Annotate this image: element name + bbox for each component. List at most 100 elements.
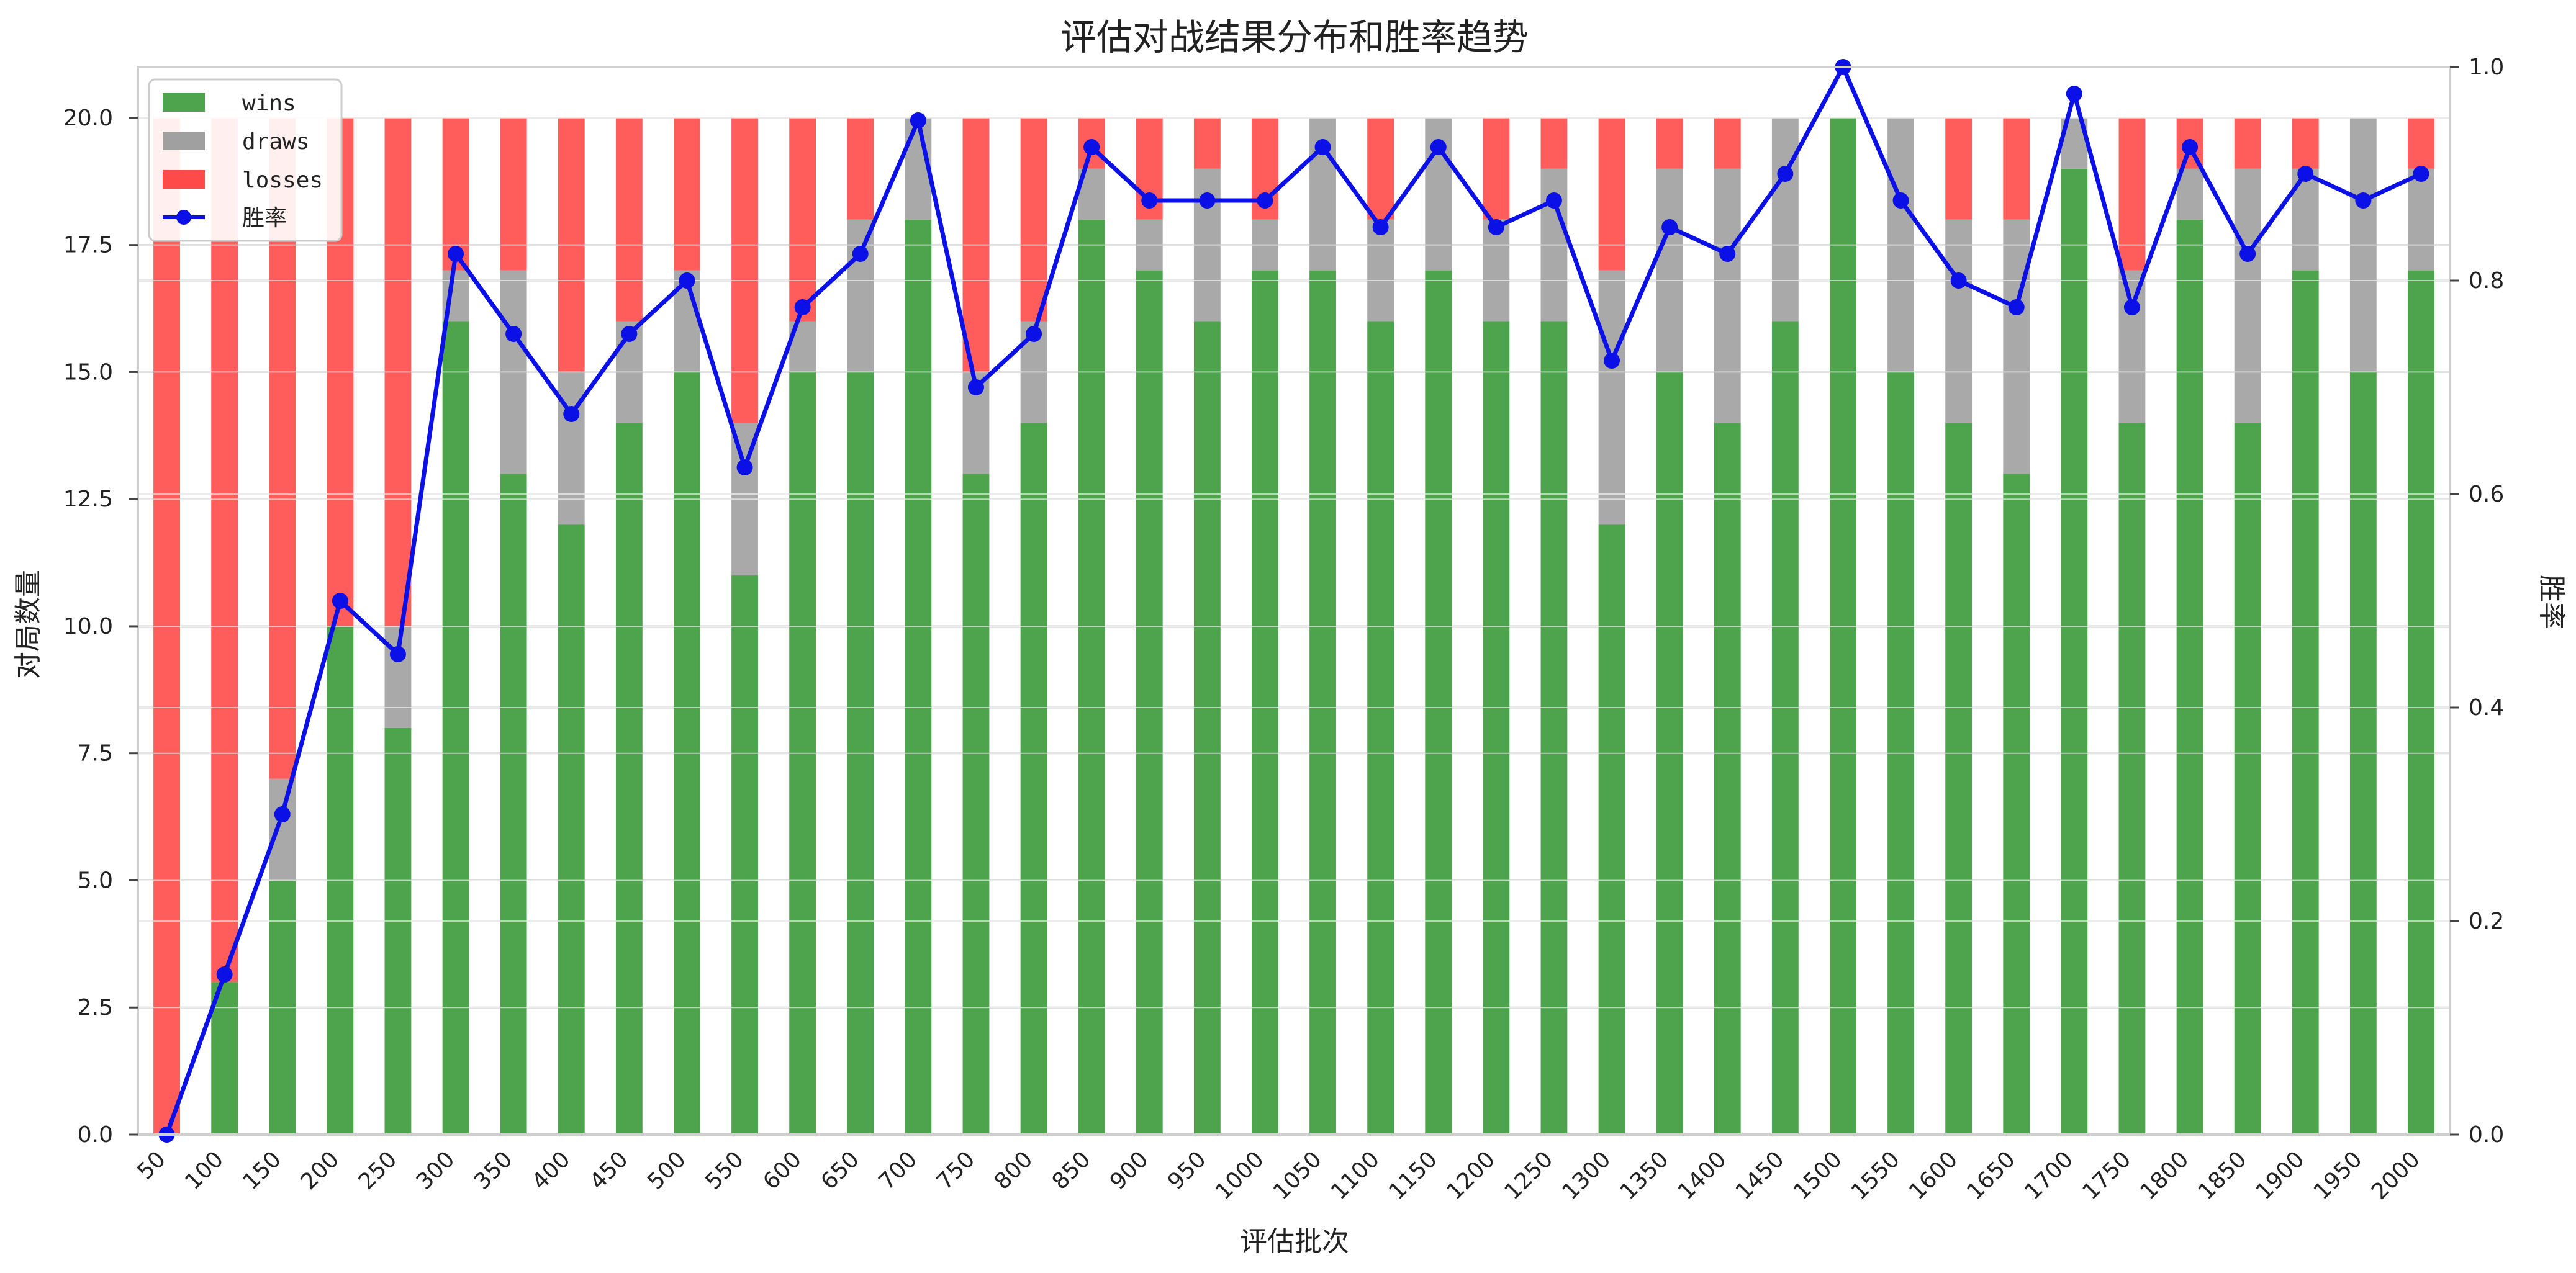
- win-rate-point-1850: [2239, 246, 2256, 262]
- bar-wins-800: [1020, 423, 1047, 1135]
- bar-losses-1100: [1367, 117, 1394, 220]
- win-rate-point-750: [967, 379, 984, 395]
- bar-losses-1350: [1656, 117, 1683, 169]
- bar-wins-400: [558, 524, 585, 1135]
- win-rate-point-500: [679, 272, 695, 289]
- y-tick-right-2: 0.4: [2469, 695, 2504, 721]
- win-rate-point-1750: [2123, 299, 2140, 315]
- bar-wins-1300: [1598, 524, 1625, 1135]
- x-tick-1900: 1900: [2251, 1146, 2310, 1205]
- x-tick-1800: 1800: [2136, 1146, 2194, 1205]
- win-rate-point-1200: [1488, 219, 1504, 235]
- bar-wins-1000: [1252, 270, 1278, 1135]
- bar-losses-350: [500, 117, 527, 271]
- bar-wins-750: [962, 474, 990, 1135]
- win-rate-point-650: [852, 246, 869, 262]
- bar-losses-1400: [1714, 117, 1741, 169]
- x-tick-250: 250: [354, 1146, 402, 1195]
- bar-wins-900: [1136, 270, 1163, 1135]
- y-tick-right-4: 0.8: [2469, 268, 2504, 294]
- win-rate-point-1250: [1545, 192, 1562, 209]
- win-rate-point-850: [1083, 139, 1100, 155]
- bar-losses-1650: [2003, 117, 2030, 220]
- bar-wins-1800: [2176, 219, 2203, 1135]
- legend-label-wins: wins: [242, 91, 296, 116]
- bar-losses-1750: [2118, 117, 2146, 271]
- win-rate-point-100: [216, 966, 233, 983]
- bar-losses-1300: [1598, 117, 1625, 271]
- bar-draws-1750: [2118, 270, 2146, 423]
- win-rate-point-1100: [1372, 219, 1389, 235]
- x-tick-1750: 1750: [2078, 1146, 2136, 1205]
- win-rate-point-1150: [1430, 139, 1447, 155]
- win-rate-point-1550: [1892, 192, 1909, 209]
- win-rate-point-1650: [2008, 299, 2025, 315]
- x-tick-1950: 1950: [2309, 1146, 2367, 1205]
- y-tick-left-8: 20.0: [63, 106, 113, 131]
- y-tick-right-1: 0.2: [2469, 909, 2504, 934]
- x-tick-850: 850: [1047, 1146, 1096, 1195]
- win-rate-point-150: [274, 806, 291, 822]
- y-axis-label-left: 对局数量: [12, 570, 44, 679]
- legend-swatch-draws: [163, 132, 205, 150]
- bar-wins-350: [500, 474, 527, 1135]
- x-tick-1000: 1000: [1211, 1146, 1269, 1205]
- bar-losses-950: [1193, 117, 1221, 169]
- x-tick-2000: 2000: [2367, 1146, 2425, 1205]
- bar-draws-2000: [2408, 168, 2434, 271]
- bar-wins-1600: [1945, 423, 1973, 1135]
- x-tick-350: 350: [469, 1146, 518, 1195]
- bars: [138, 117, 2450, 1135]
- bar-wins-1750: [2118, 423, 2146, 1135]
- win-rate-point-1000: [1257, 192, 1273, 209]
- x-tick-1650: 1650: [1962, 1146, 2020, 1205]
- legend-swatch-losses: [163, 170, 205, 189]
- x-tick-650: 650: [816, 1146, 865, 1195]
- x-tick-500: 500: [643, 1146, 691, 1195]
- win-rate-point-350: [505, 326, 522, 342]
- x-axis-label: 评估批次: [1240, 1226, 1349, 1257]
- bar-losses-1600: [1945, 117, 1973, 220]
- win-rate-point-300: [448, 246, 464, 262]
- bar-losses-1900: [2292, 117, 2319, 169]
- x-tick-1550: 1550: [1846, 1146, 1905, 1205]
- y-tick-left-4: 10.0: [63, 614, 113, 639]
- x-tick-450: 450: [585, 1146, 633, 1195]
- bar-draws-1600: [1945, 219, 1973, 423]
- bar-losses-2000: [2408, 117, 2434, 169]
- bar-wins-850: [1078, 219, 1105, 1135]
- grid-lines: [138, 66, 2450, 1136]
- bar-wins-1200: [1483, 321, 1510, 1135]
- y-tick-left-2: 5.0: [78, 868, 113, 893]
- win-rate-point-1050: [1314, 139, 1331, 155]
- bar-losses-1850: [2234, 117, 2261, 169]
- y-tick-left-5: 12.5: [63, 487, 113, 512]
- x-tick-550: 550: [700, 1146, 749, 1195]
- x-tick-600: 600: [758, 1146, 807, 1195]
- y-tick-right-3: 0.6: [2469, 482, 2504, 507]
- x-tick-900: 900: [1105, 1146, 1154, 1195]
- bar-losses-650: [847, 117, 874, 220]
- x-tick-1350: 1350: [1616, 1146, 1674, 1205]
- bar-wins-1650: [2003, 474, 2030, 1135]
- bar-wins-1850: [2234, 423, 2261, 1135]
- bar-losses-1250: [1540, 117, 1568, 169]
- bar-losses-550: [731, 117, 758, 423]
- win-rate-point-1800: [2182, 139, 2199, 155]
- bar-draws-400: [558, 372, 585, 525]
- bar-losses-600: [789, 117, 816, 322]
- bar-losses-100: [211, 117, 238, 983]
- win-rate-line: [158, 59, 2429, 1143]
- bar-wins-550: [731, 575, 758, 1135]
- win-rate-point-200: [332, 593, 348, 609]
- x-tick-1050: 1050: [1268, 1146, 1327, 1205]
- win-rate-point-1400: [1719, 246, 1736, 262]
- bar-wins-250: [384, 727, 412, 1135]
- x-tick-1150: 1150: [1384, 1146, 1442, 1205]
- bar-draws-650: [847, 219, 874, 372]
- x-tick-400: 400: [527, 1146, 576, 1195]
- x-tick-1700: 1700: [2020, 1146, 2078, 1205]
- bar-losses-1200: [1483, 117, 1510, 220]
- x-tick-150: 150: [238, 1146, 287, 1195]
- x-tick-300: 300: [412, 1146, 460, 1195]
